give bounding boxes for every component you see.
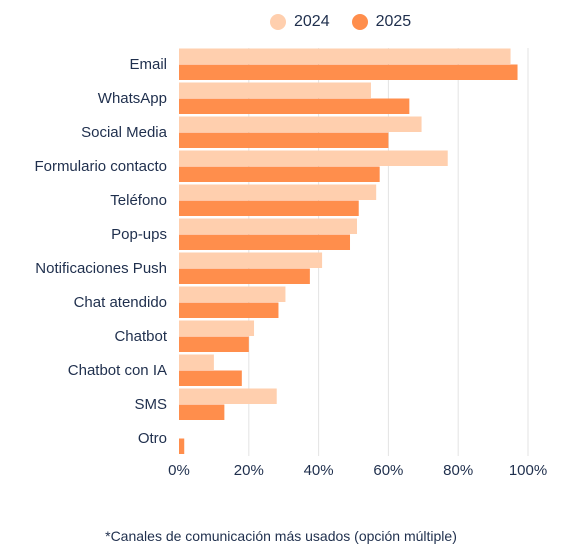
- category-label: Chatbot: [114, 328, 167, 345]
- bar-2025: [179, 132, 389, 148]
- category-label: Teléfono: [110, 192, 167, 209]
- bars: [179, 48, 518, 454]
- bar-2025: [179, 234, 351, 250]
- bar-2024: [179, 116, 422, 132]
- footnote: *Canales de comunicación más usados (opc…: [105, 528, 457, 544]
- legend: 2024 2025: [270, 10, 411, 34]
- bar-2024: [179, 286, 286, 302]
- category-label: Social Media: [81, 124, 168, 141]
- bar-2025: [179, 64, 518, 80]
- legend-label-2024: 2024: [294, 13, 330, 30]
- legend-swatch-2024: [270, 14, 286, 30]
- bar-2024: [179, 150, 448, 166]
- bar-2025: [179, 302, 279, 318]
- category-label: Chat atendido: [74, 294, 167, 311]
- bar-2025: [179, 268, 310, 284]
- x-tick-label: 40%: [304, 462, 334, 479]
- category-label: Email: [129, 56, 167, 73]
- x-tick-label: 20%: [234, 462, 264, 479]
- legend-label-2025: 2025: [375, 13, 412, 30]
- grid-lines: [248, 48, 529, 456]
- bar-2024: [179, 184, 377, 200]
- bar-2025: [179, 370, 242, 386]
- category-label: Formulario contacto: [34, 158, 167, 175]
- bar-2025: [179, 336, 249, 352]
- x-tick-label: 0%: [168, 462, 190, 479]
- bar-2025: [179, 438, 185, 454]
- category-label: Notificaciones Push: [35, 260, 167, 277]
- category-label: Pop-ups: [111, 226, 167, 243]
- category-label: WhatsApp: [98, 90, 167, 107]
- bar-2024: [179, 48, 511, 64]
- x-tick-label: 80%: [443, 462, 473, 479]
- category-label: Otro: [138, 430, 167, 447]
- bar-2025: [179, 166, 380, 182]
- bar-2025: [179, 200, 359, 216]
- legend-item-2024: 2024: [270, 13, 330, 31]
- bar-2024: [179, 252, 323, 268]
- category-label: SMS: [134, 396, 167, 413]
- bar-2024: [179, 82, 371, 98]
- x-axis-ticks: 0% 20% 40% 60% 80% 100%: [168, 462, 547, 479]
- bar-2024: [179, 218, 357, 234]
- bar-2024: [179, 320, 255, 336]
- category-labels: Email WhatsApp Social Media Formulario cont…: [34, 56, 167, 447]
- x-tick-label: 60%: [373, 462, 403, 479]
- legend-item-2025: 2025: [351, 13, 412, 31]
- bar-2024: [179, 354, 214, 370]
- bar-2025: [179, 404, 225, 420]
- category-label: Chatbot con IA: [68, 362, 167, 379]
- bar-2025: [179, 98, 410, 114]
- x-tick-label: 100%: [509, 462, 547, 479]
- legend-swatch-2025: [351, 14, 368, 30]
- bar-2024: [179, 388, 277, 404]
